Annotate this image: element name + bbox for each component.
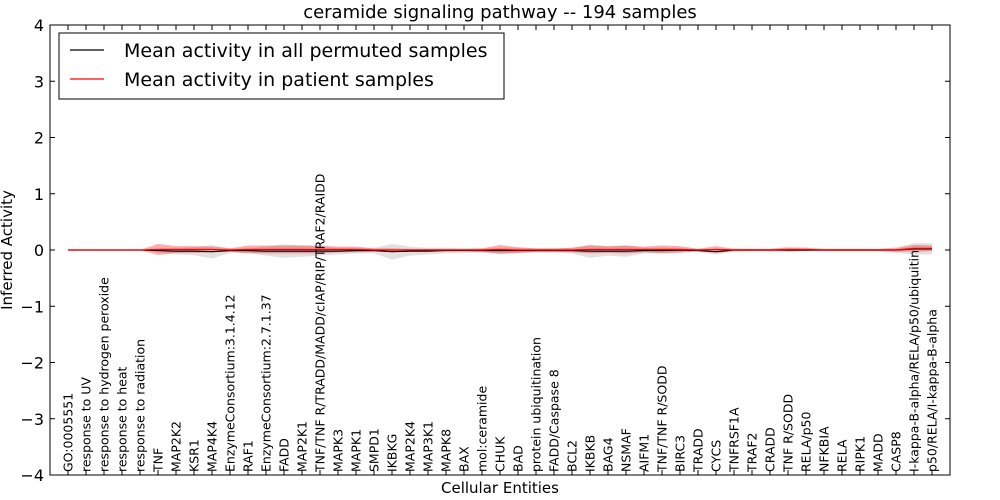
y-tick-label: −2 (20, 354, 44, 373)
x-tick-label: RIPK1 (853, 436, 868, 472)
x-tick-label: RELA/p50 (799, 412, 814, 472)
x-tick-label: BAG4 (601, 437, 616, 472)
x-tick-label: response to heat (115, 366, 130, 472)
x-tick-label: I-kappa-B-alpha/RELA/p50/ubiquitin (907, 250, 922, 472)
x-tick-label: KSR1 (187, 439, 202, 472)
x-tick-label: MAP2K4 (403, 421, 418, 472)
x-tick-label: TNFRSF1A (727, 407, 742, 473)
x-tick-label: MAP3K1 (421, 421, 436, 472)
x-tick-label: response to hydrogen peroxide (97, 277, 112, 472)
legend-box (58, 32, 505, 100)
x-tick-label: response to UV (79, 377, 94, 472)
x-tick-label: TRADD (691, 428, 706, 473)
x-tick-label: FADD/Caspase 8 (547, 369, 562, 472)
x-tick-label: AIFM1 (637, 434, 652, 472)
x-tick-label: TNF/TNF R/TRADD/MADD/cIAP/RIP/TRAF2/RAID… (313, 174, 328, 473)
x-tick-label: CRADD (763, 427, 778, 472)
legend-label-permuted: Mean activity in all permuted samples (124, 40, 487, 62)
y-tick-label: −3 (20, 410, 44, 429)
x-tick-label: EnzymeConsortium:2.7.1.37 (259, 294, 274, 472)
x-tick-label: CASP8 (889, 431, 904, 472)
y-axis-label: Inferred Activity (0, 190, 16, 310)
x-tick-label: BIRC3 (673, 435, 688, 472)
y-tick-label: 1 (34, 185, 44, 204)
plot-frame (49, 24, 951, 476)
x-tick-label: TNF/TNF R/SODD (655, 366, 670, 473)
y-axis: 4 3 2 1 0 −1 −2 −3 −4 (20, 16, 950, 485)
x-tick-label: NSMAF (619, 428, 634, 472)
chart-title: ceramide signaling pathway -- 194 sample… (303, 2, 697, 23)
x-tick-label: TNF (151, 448, 166, 473)
legend-label-patient: Mean activity in patient samples (124, 69, 434, 91)
x-tick-label: GO:0005551 (61, 393, 76, 472)
x-tick-label: response to radiation (133, 339, 148, 472)
x-tick-label: mol:ceramide (475, 386, 490, 472)
y-tick-label: 2 (34, 129, 44, 148)
x-tick-label: IKBKG (385, 434, 400, 472)
x-tick-label: MAPK8 (439, 429, 454, 472)
x-tick-label: SMPD1 (367, 428, 382, 472)
x-tick-label: MAP4K4 (205, 421, 220, 472)
x-tick-label: CYCS (709, 440, 724, 472)
series-lines (68, 247, 932, 253)
series-band-0 (68, 243, 932, 260)
x-tick-label: TRAF2 (745, 432, 760, 473)
x-tick-label: RAF1 (241, 440, 256, 472)
x-tick-label: IKBKB (583, 435, 598, 472)
y-tick-label: 4 (34, 16, 44, 35)
x-tick-label: CHUK (493, 436, 508, 472)
legend: Mean activity in all permuted samples Me… (58, 32, 505, 100)
x-tick-label: MADD (871, 433, 886, 472)
x-tick-label: EnzymeConsortium:3.1.4.12 (223, 294, 238, 472)
x-tick-label: MAPK1 (349, 429, 364, 472)
series-line-1 (68, 247, 932, 251)
y-tick-label: 3 (34, 72, 44, 91)
x-tick-label: MAPK3 (331, 429, 346, 472)
x-tick-label: BAD (511, 445, 526, 472)
x-axis: GO:0005551 response to UV response to hydr… (61, 25, 940, 475)
x-tick-label: FADD (277, 438, 292, 472)
y-tick-label: −1 (20, 297, 44, 316)
y-tick-label: −4 (20, 466, 44, 485)
y-tick-label: 0 (34, 241, 44, 260)
x-tick-label: RELA (835, 439, 850, 472)
x-tick-label: p50/RELA/I-kappa-B-alpha (925, 309, 940, 472)
x-tick-label: BCL2 (565, 440, 580, 472)
x-tick-label: MAP2K1 (295, 421, 310, 472)
x-tick-label: NFKBIA (817, 426, 832, 472)
x-tick-label: MAP2K2 (169, 421, 184, 472)
x-tick-label: TNF R/SODD (781, 394, 796, 473)
x-tick-label: protein ubiquitination (529, 337, 544, 472)
x-tick-label: BAX (457, 446, 472, 472)
x-axis-label: Cellular Entities (441, 479, 559, 497)
